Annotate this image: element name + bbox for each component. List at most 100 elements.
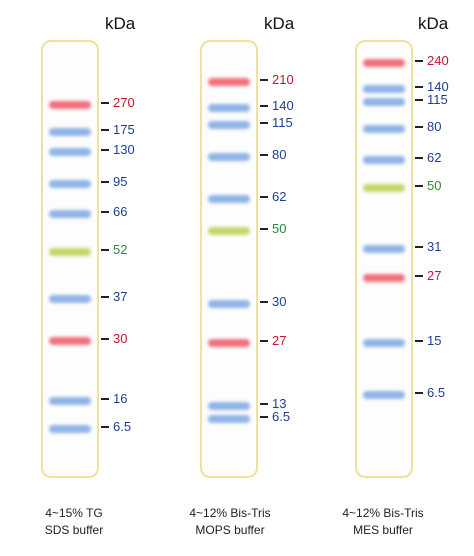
band-lane-3-15	[363, 339, 405, 347]
mw-label-lane-3: 27	[427, 268, 442, 283]
mw-label-lane-3: 6.5	[427, 385, 446, 400]
mw-label-lane-3: 240	[427, 53, 449, 68]
band-lane-2-30	[208, 300, 250, 308]
marker-tick	[415, 99, 423, 101]
unit-label-lane-3: kDa	[418, 14, 449, 33]
band-lane-1-175	[49, 128, 91, 136]
marker-tick	[260, 416, 268, 418]
lane-2-caption-line-2: MOPS buffer	[195, 523, 265, 537]
band-lane-1-30	[49, 337, 91, 345]
band-lane-3-115	[363, 98, 405, 106]
band-lane-2-13	[208, 402, 250, 410]
marker-tick	[260, 340, 268, 342]
band-lane-3-240	[363, 59, 405, 67]
gel-lane-2	[200, 40, 258, 478]
band-lane-3-31	[363, 245, 405, 253]
lane-2-caption: 4~12% Bis-Tris MOPS buffer	[165, 505, 295, 539]
lane-1-caption-line-2: SDS buffer	[44, 523, 104, 537]
marker-tick	[415, 86, 423, 88]
mw-label-lane-2: 50	[272, 221, 287, 236]
band-lane-1-52	[49, 248, 91, 256]
band-lane-1-16	[49, 397, 91, 405]
band-lane-3-6.5	[363, 391, 405, 399]
mw-label-lane-1: 30	[113, 331, 128, 346]
marker-tick	[101, 249, 109, 251]
marker-tick	[260, 122, 268, 124]
marker-tick	[101, 102, 109, 104]
mw-label-lane-1: 16	[113, 391, 128, 406]
band-lane-2-62	[208, 195, 250, 203]
mw-label-lane-3: 31	[427, 239, 442, 254]
marker-tick	[101, 181, 109, 183]
mw-label-lane-2: 115	[272, 115, 293, 130]
marker-tick	[415, 246, 423, 248]
gel-lane-1	[41, 40, 99, 478]
band-lane-2-50	[208, 227, 250, 235]
mw-label-lane-2: 210	[272, 72, 294, 87]
mw-label-lane-3: 50	[427, 178, 442, 193]
marker-tick	[415, 157, 423, 159]
marker-tick	[415, 392, 423, 394]
band-lane-2-80	[208, 153, 250, 161]
band-lane-3-140	[363, 85, 405, 93]
mw-label-lane-2: 13	[272, 396, 287, 411]
band-lane-3-27	[363, 274, 405, 282]
mw-label-lane-3: 80	[427, 119, 442, 134]
mw-label-lane-1: 6.5	[113, 419, 132, 434]
mw-label-lane-1: 130	[113, 142, 135, 157]
unit-label-lane-1: kDa	[105, 14, 136, 33]
band-lane-2-27	[208, 339, 250, 347]
mw-label-lane-3: 62	[427, 150, 442, 165]
band-lane-1-37	[49, 295, 91, 303]
mw-label-lane-1: 37	[113, 289, 128, 304]
mw-label-lane-2: 80	[272, 147, 287, 162]
marker-tick	[101, 211, 109, 213]
mw-label-lane-3: 140	[427, 79, 449, 94]
marker-tick	[101, 398, 109, 400]
band-lane-1-66	[49, 210, 91, 218]
marker-tick	[260, 196, 268, 198]
lane-1-caption: 4~15% TG SDS buffer	[9, 505, 139, 539]
lane-2-caption-line-1: 4~12% Bis-Tris	[189, 506, 271, 520]
mw-label-lane-1: 95	[113, 174, 128, 189]
marker-tick	[415, 126, 423, 128]
marker-tick	[415, 60, 423, 62]
band-lane-2-210	[208, 78, 250, 86]
marker-tick	[101, 149, 109, 151]
lane-3-caption: 4~12% Bis-Tris MES buffer	[318, 505, 448, 539]
band-lane-1-270	[49, 101, 91, 109]
marker-tick	[260, 228, 268, 230]
lane-3-caption-line-1: 4~12% Bis-Tris	[342, 506, 424, 520]
band-lane-2-6.5	[208, 415, 250, 423]
mw-label-lane-1: 270	[113, 95, 135, 110]
gel-lane-3	[355, 40, 413, 478]
band-lane-2-140	[208, 104, 250, 112]
marker-tick	[101, 338, 109, 340]
mw-label-lane-1: 66	[113, 204, 128, 219]
mw-label-lane-2: 140	[272, 98, 294, 113]
marker-tick	[260, 403, 268, 405]
marker-tick	[260, 301, 268, 303]
band-lane-1-130	[49, 148, 91, 156]
band-lane-3-50	[363, 184, 405, 192]
band-lane-3-62	[363, 156, 405, 164]
unit-label-lane-2: kDa	[264, 14, 295, 33]
mw-label-lane-2: 62	[272, 189, 287, 204]
marker-tick	[415, 340, 423, 342]
mw-label-lane-1: 52	[113, 242, 128, 257]
marker-tick	[260, 105, 268, 107]
marker-tick	[260, 79, 268, 81]
band-lane-3-80	[363, 125, 405, 133]
band-lane-1-6.5	[49, 425, 91, 433]
marker-tick	[415, 275, 423, 277]
band-lane-2-115	[208, 121, 250, 129]
marker-tick	[415, 185, 423, 187]
marker-tick	[101, 296, 109, 298]
mw-label-lane-1: 175	[113, 122, 135, 137]
marker-tick	[101, 129, 109, 131]
lane-1-caption-line-1: 4~15% TG	[45, 506, 103, 520]
marker-tick	[101, 426, 109, 428]
band-lane-1-95	[49, 180, 91, 188]
mw-label-lane-3: 115	[427, 92, 448, 107]
mw-label-lane-2: 6.5	[272, 409, 291, 424]
